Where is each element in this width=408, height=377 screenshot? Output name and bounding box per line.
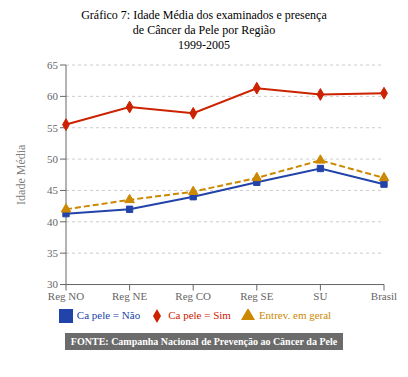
svg-text:65: 65 bbox=[47, 59, 59, 71]
svg-text:35: 35 bbox=[47, 247, 59, 259]
svg-text:50: 50 bbox=[47, 153, 59, 165]
html-text:de Câncer da Pele por Região: de Câncer da Pele por Região bbox=[132, 23, 276, 37]
html-text:1999-2005: 1999-2005 bbox=[178, 38, 230, 52]
svg-text:Brasil: Brasil bbox=[371, 290, 397, 302]
svg-text:Reg CO: Reg CO bbox=[175, 290, 211, 302]
svg-text:40: 40 bbox=[47, 216, 59, 228]
svg-text:Reg SE: Reg SE bbox=[240, 290, 274, 302]
svg-text:SU: SU bbox=[313, 290, 327, 302]
svg-text:Idade Média: Idade Média bbox=[14, 144, 28, 205]
html-text:Ca pele = Sim: Ca pele = Sim bbox=[168, 308, 231, 321]
svg-text:Reg NO: Reg NO bbox=[48, 290, 84, 302]
html-text:Gráfico 7: Idade Média dos exa: Gráfico 7: Idade Média dos examinados e … bbox=[81, 8, 327, 22]
html-text:FONTE: Campanha Nacional de Pr: FONTE: Campanha Nacional de Prevenção ao… bbox=[70, 336, 338, 347]
html-text:Ca pele = Não: Ca pele = Não bbox=[76, 308, 141, 321]
svg-text:30: 30 bbox=[47, 278, 59, 290]
svg-text:55: 55 bbox=[47, 122, 59, 134]
svg-text:45: 45 bbox=[47, 184, 59, 196]
html-text:Entrev. em geral: Entrev. em geral bbox=[258, 308, 332, 321]
svg-text:60: 60 bbox=[47, 90, 59, 102]
svg-text:Reg NE: Reg NE bbox=[112, 290, 147, 302]
